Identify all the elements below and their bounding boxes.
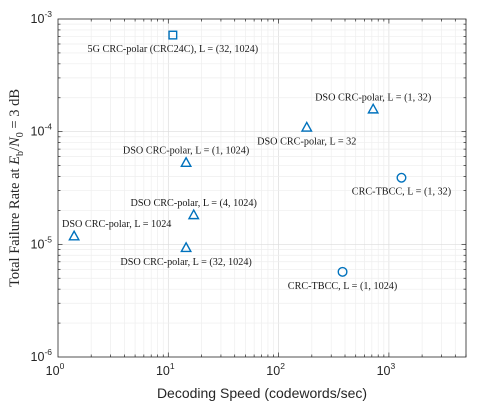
y-tick-base: 10 — [31, 125, 45, 139]
y-tick-exponent: -5 — [44, 234, 52, 244]
point-label: CRC-TBCC, L = (1, 1024) — [288, 281, 398, 292]
point-label: DSO CRC-polar, L = (1, 32) — [315, 92, 431, 103]
point-label: DSO CRC-polar, L = 1024 — [62, 219, 171, 230]
x-tick-base: 10 — [46, 364, 60, 378]
y-title-part: E — [7, 156, 23, 166]
y-tick-label: 10-3 — [31, 9, 53, 26]
triangle-marker — [180, 241, 193, 253]
y-tick-label: 10-5 — [31, 234, 53, 251]
triangle-marker — [187, 208, 200, 220]
y-title-part: / — [7, 146, 23, 151]
point-label: 5G CRC-polar (CRC24C), L = (32, 1024) — [88, 44, 259, 55]
point-label: DSO CRC-polar, L = (1, 1024) — [123, 146, 249, 157]
x-axis-title: Decoding Speed (codewords/sec) — [157, 385, 367, 401]
y-tick-exponent: -6 — [44, 347, 52, 357]
y-title-part: b — [15, 151, 26, 156]
point-label: DSO CRC-polar, L = (32, 1024) — [120, 257, 251, 268]
y-tick-label: 10-4 — [31, 122, 53, 139]
point-label: DSO CRC-polar, L = (4, 1024) — [131, 198, 257, 209]
y-title-part: = 3 dB — [7, 89, 23, 132]
x-tick-base: 10 — [377, 364, 391, 378]
point-annotations: 5G CRC-polar (CRC24C), L = (32, 1024) DSO… — [62, 44, 451, 292]
y-tick-exponent: -4 — [44, 122, 52, 132]
triangle-marker — [300, 121, 313, 132]
grid — [58, 19, 467, 357]
triangle-marker — [68, 229, 81, 241]
x-tick-label: 102 — [266, 361, 285, 378]
y-tick-exponent: -3 — [44, 9, 52, 19]
x-tick-base: 10 — [156, 364, 170, 378]
data-points — [68, 30, 407, 277]
x-tick-label: 101 — [156, 361, 175, 378]
y-tick-base: 10 — [31, 12, 45, 26]
circle-marker — [337, 266, 348, 277]
point-label: CRC-TBCC, L = (1, 32) — [352, 187, 451, 198]
y-tick-label: 10-6 — [31, 347, 53, 364]
circle-marker — [396, 172, 407, 183]
y-tick-base: 10 — [31, 237, 45, 251]
x-tick-exponent: 3 — [390, 361, 395, 371]
y-axis-title: Total Failure Rate at Eb/N0 = 3 dB — [7, 89, 26, 287]
x-tick-base: 10 — [266, 364, 280, 378]
x-tick-exponent: 2 — [280, 361, 285, 371]
triangle-marker — [367, 102, 380, 114]
axis-ticks — [58, 19, 467, 357]
x-tick-label: 103 — [377, 361, 396, 378]
x-tick-exponent: 0 — [60, 361, 65, 371]
point-label: DSO CRC-polar, L = 32 — [257, 136, 356, 147]
x-tick-label: 100 — [46, 361, 65, 378]
y-tick-base: 10 — [31, 350, 45, 364]
y-title-part: Total Failure Rate at — [7, 165, 23, 287]
plot-frame — [57, 18, 467, 358]
square-marker — [168, 30, 178, 40]
x-tick-exponent: 1 — [170, 361, 175, 371]
triangle-marker — [180, 156, 193, 168]
y-title-part: N — [7, 136, 23, 148]
y-title-part: 0 — [15, 132, 26, 137]
